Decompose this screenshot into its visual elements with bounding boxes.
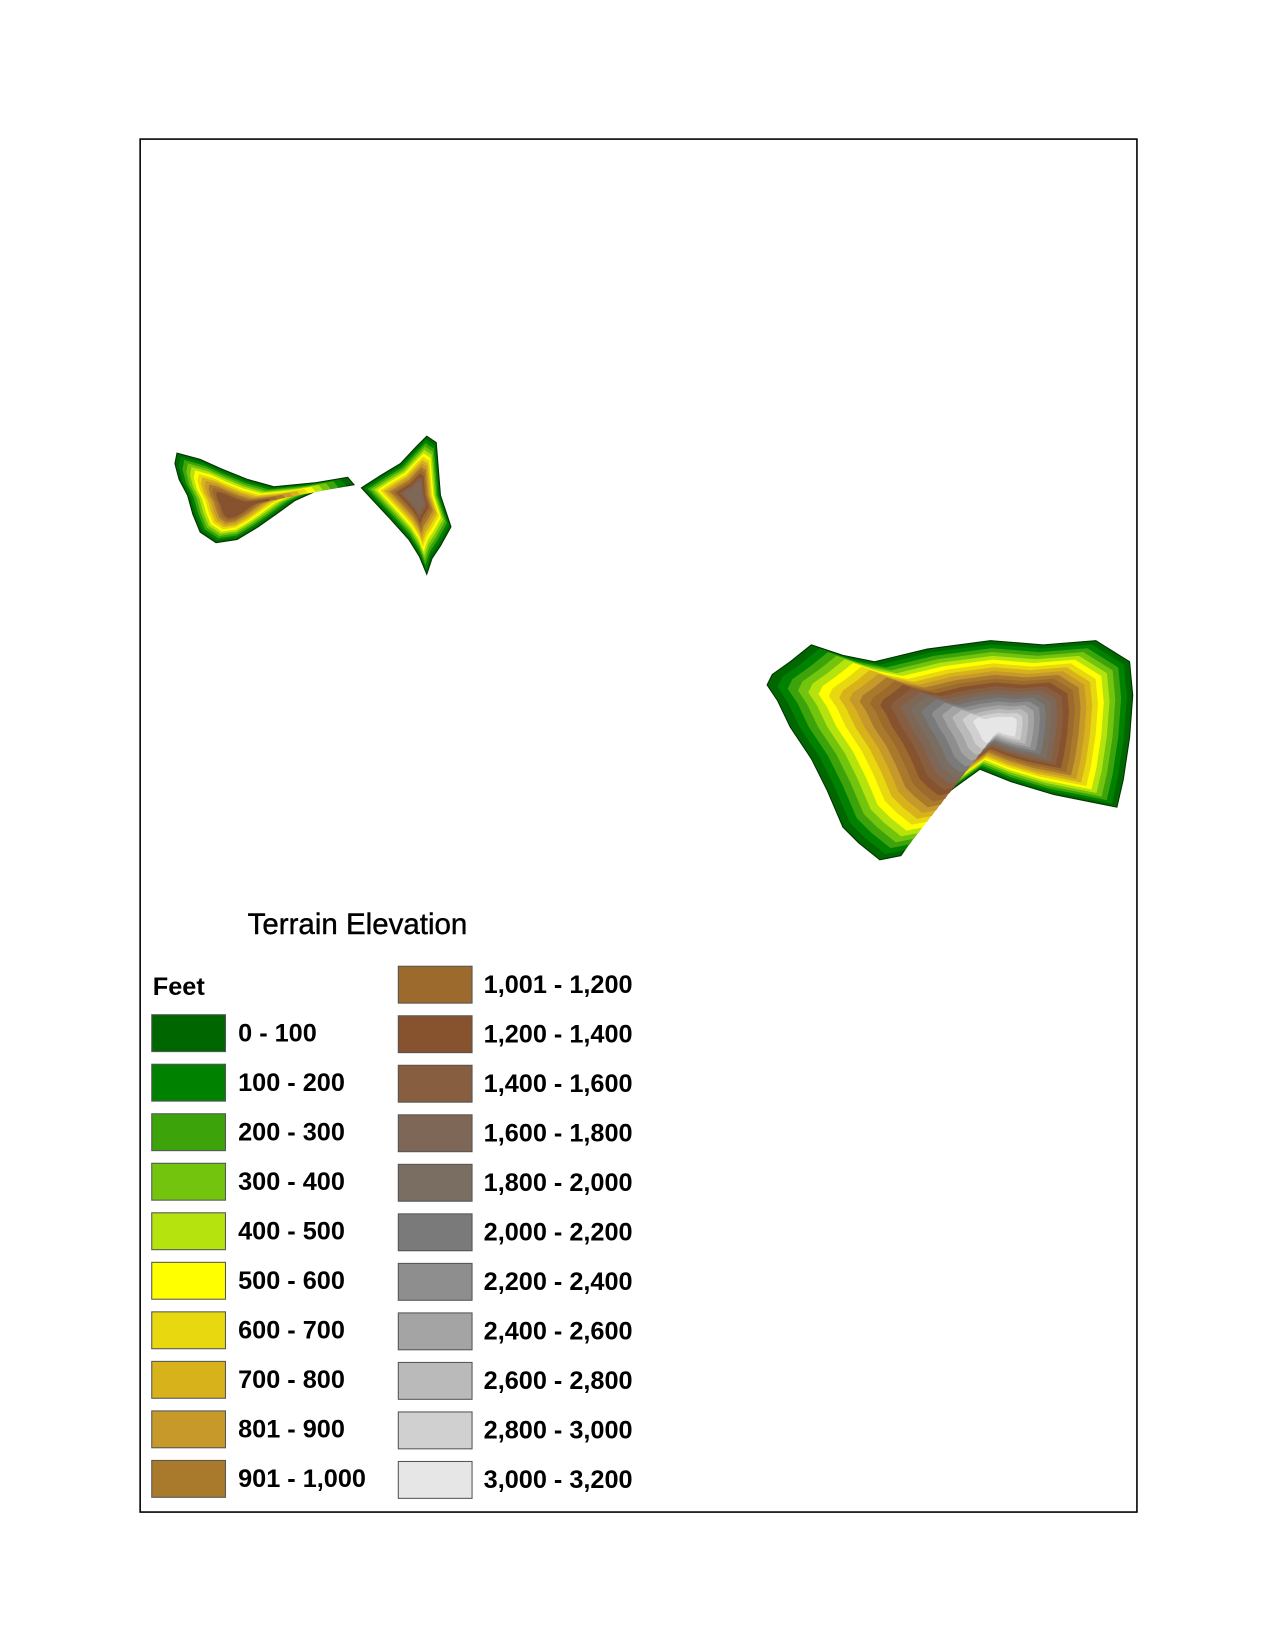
legend-label: 901 - 1,000	[238, 1465, 366, 1493]
terrain-layer	[402, 480, 425, 516]
terrain-layer	[216, 491, 270, 519]
legend-label: 200 - 300	[238, 1118, 345, 1146]
legend-swatch	[397, 1064, 473, 1103]
legend-swatch	[397, 1213, 473, 1252]
legend-label: 2,000 - 2,200	[484, 1219, 633, 1247]
legend-swatch	[151, 1113, 227, 1152]
legend-swatch	[397, 1361, 473, 1400]
legend-swatch	[151, 1162, 227, 1201]
legend-label: 100 - 200	[238, 1069, 345, 1097]
legend-swatch	[397, 1114, 473, 1153]
legend-swatch	[151, 1311, 227, 1350]
legend-swatch	[397, 1312, 473, 1351]
legend-label: 3,000 - 3,200	[484, 1466, 633, 1494]
legend-label: 1,400 - 1,600	[484, 1070, 633, 1098]
legend-swatch	[151, 1212, 227, 1251]
legend-label: 2,400 - 2,600	[484, 1318, 633, 1346]
legend-unit: Feet	[153, 973, 206, 1001]
legend-label: 1,200 - 1,400	[484, 1020, 633, 1048]
map-frame	[139, 138, 1138, 1513]
map-layout: Terrain Elevation Feet 0 - 100 100 - 200 2…	[139, 138, 1138, 1513]
legend-title: Terrain Elevation	[248, 908, 468, 941]
legend-swatch	[397, 1460, 473, 1499]
legend-swatch	[397, 1411, 473, 1450]
legend-label: 700 - 800	[238, 1366, 345, 1394]
legend-swatch	[151, 1014, 227, 1053]
legend-label: 2,200 - 2,400	[484, 1268, 633, 1296]
legend-label: 2,600 - 2,800	[484, 1367, 633, 1395]
legend-label: 300 - 400	[238, 1168, 345, 1196]
legend-swatch	[397, 1163, 473, 1202]
legend-swatch	[397, 1015, 473, 1054]
legend-label: 801 - 900	[238, 1416, 345, 1444]
legend-swatch	[151, 1261, 227, 1300]
legend-swatch	[397, 1262, 473, 1301]
legend-label: 1,800 - 2,000	[484, 1169, 633, 1197]
legend-swatch	[151, 1063, 227, 1102]
legend-label: 500 - 600	[238, 1267, 345, 1295]
legend-label: 0 - 100	[238, 1019, 317, 1047]
legend-label: 1,001 - 1,200	[484, 971, 633, 999]
legend-label: 600 - 700	[238, 1317, 345, 1345]
legend-label: 2,800 - 3,000	[484, 1417, 633, 1445]
legend-label: 400 - 500	[238, 1218, 345, 1246]
islands	[174, 435, 1134, 861]
legend-label: 1,600 - 1,800	[484, 1120, 633, 1148]
terrain-layer	[972, 716, 1017, 743]
legend-swatch	[151, 1360, 227, 1399]
legend-swatch	[151, 1459, 227, 1498]
legend-swatch	[397, 965, 473, 1004]
legend: 0 - 100 100 - 200 200 - 300 300 - 400 400 - …	[151, 965, 633, 1499]
legend-swatch	[151, 1410, 227, 1449]
